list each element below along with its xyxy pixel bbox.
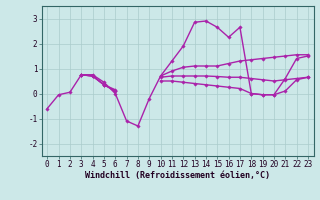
X-axis label: Windchill (Refroidissement éolien,°C): Windchill (Refroidissement éolien,°C)	[85, 171, 270, 180]
